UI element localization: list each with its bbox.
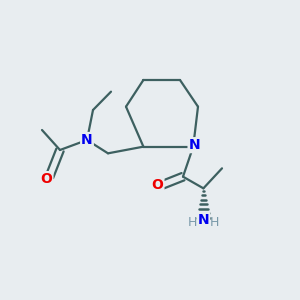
- Text: N: N: [81, 133, 93, 147]
- Text: O: O: [152, 178, 164, 192]
- Text: N: N: [198, 213, 209, 227]
- Text: N: N: [189, 138, 200, 152]
- Text: O: O: [40, 172, 52, 186]
- Text: H: H: [187, 217, 197, 230]
- Text: H: H: [210, 217, 220, 230]
